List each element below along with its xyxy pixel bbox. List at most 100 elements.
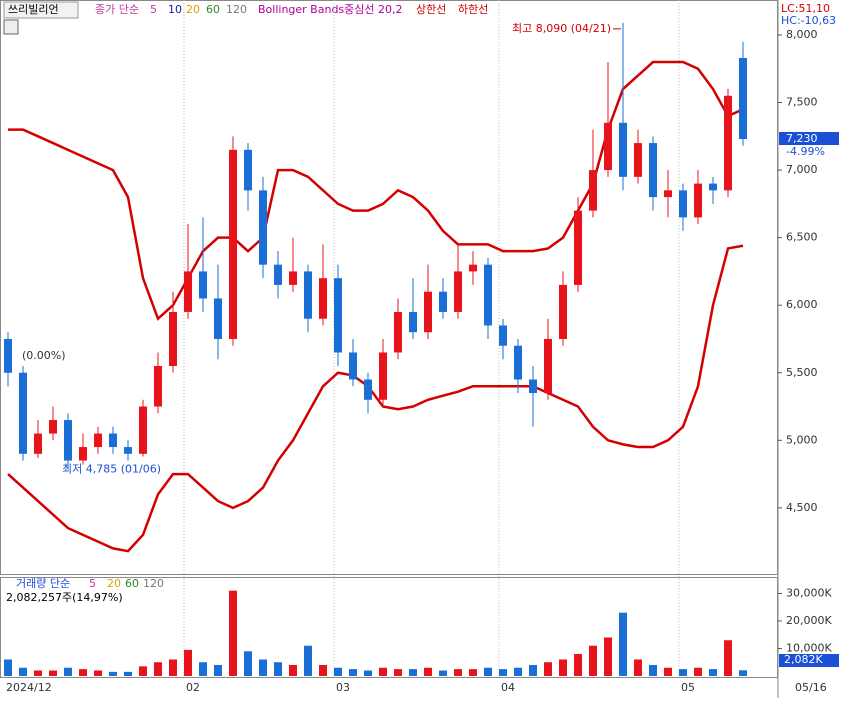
ma-period: 120 [226, 3, 247, 16]
candle-body [574, 210, 582, 285]
volume-bar [424, 667, 432, 676]
candle-body [724, 95, 732, 191]
volume-bar [664, 667, 672, 676]
volume-bar [124, 671, 132, 676]
candle-body [409, 311, 417, 333]
candle-body [214, 298, 222, 339]
volume-bar [634, 659, 642, 676]
volume-bar [274, 662, 282, 676]
bb-label: Bollinger Bands중심선 20,2 [258, 3, 403, 16]
candle-body [244, 149, 252, 191]
volume-bar [349, 669, 357, 676]
volume-bar [64, 667, 72, 676]
y-tick-label: 6,000 [786, 298, 818, 311]
volume-ma-period: 20 [107, 577, 121, 590]
volume-bar [334, 667, 342, 676]
volume-bar [439, 670, 447, 676]
candle-body [424, 291, 432, 333]
stock-name-box[interactable] [3, 1, 79, 19]
y-tick-label: 8,000 [786, 28, 818, 41]
candle-body [349, 352, 357, 380]
candle-body [319, 278, 327, 319]
grid-icon[interactable] [3, 19, 19, 35]
y-tick-label: 4,500 [786, 501, 818, 514]
volume-bar [214, 664, 222, 676]
hc-label: HC:-10,63 [781, 14, 836, 27]
ma-period: 5 [150, 3, 157, 16]
volume-bar [739, 670, 747, 676]
candle-body [739, 57, 747, 140]
candle-body [19, 372, 27, 454]
candle-body [199, 271, 207, 299]
volume-bar [544, 662, 552, 676]
x-tick-label: 04 [501, 681, 515, 694]
ma-period: 20 [186, 3, 200, 16]
volume-bar [469, 669, 477, 676]
y-tick-label: 30,000K [786, 586, 832, 599]
candle-body [334, 278, 342, 353]
volume-bar [679, 669, 687, 676]
bollinger-band [7, 244, 744, 553]
volume-bar [394, 669, 402, 676]
lower-label: 하한선 [458, 2, 488, 16]
ma-period: 60 [206, 3, 220, 16]
candle-body [169, 311, 177, 366]
volume-bar [619, 612, 627, 676]
candle-body [154, 365, 162, 407]
volume-bar [604, 637, 612, 676]
ma-label: 종가 단순 [95, 3, 139, 16]
candle-body [604, 122, 612, 171]
candle-body [184, 271, 192, 312]
candle-body [649, 143, 657, 198]
candle-body [559, 284, 567, 339]
volume-subtitle: 2,082,257주(14,97%) [6, 591, 123, 604]
volume-bar [19, 667, 27, 676]
volume-bar [514, 667, 522, 676]
volume-bar [34, 670, 42, 676]
volume-bar [409, 669, 417, 676]
volume-bar [79, 669, 87, 676]
y-tick-label: 20,000K [786, 614, 832, 627]
y-tick-label: 10,000K [786, 641, 832, 654]
candle-body [694, 183, 702, 218]
volume-bar [169, 659, 177, 676]
volume-bar [649, 664, 657, 676]
last-date-label: 05/16 [795, 681, 827, 694]
volume-bar [139, 666, 147, 676]
candle-body [64, 420, 72, 461]
volume-bar [49, 670, 57, 676]
last-price-box [779, 132, 839, 146]
volume-bar [184, 649, 192, 676]
volume-bar [154, 662, 162, 676]
volume-bar [259, 659, 267, 676]
candle-body [304, 271, 312, 319]
last-change-label: -4.99% [786, 145, 825, 158]
volume-bar [589, 645, 597, 676]
volume-bar [319, 664, 327, 676]
volume-bar [364, 670, 372, 676]
stock-name: 쓰리빌리언 [8, 3, 59, 16]
volume-ma-period: 60 [125, 577, 139, 590]
candle-body [499, 325, 507, 346]
volume-bar [454, 669, 462, 676]
low-annotation: 최저 4,785 (01/06) [62, 462, 161, 475]
candle-body [124, 447, 132, 454]
candle-body [259, 190, 267, 265]
candle-body [229, 149, 237, 339]
volume-bar [379, 667, 387, 676]
candle-body [514, 345, 522, 380]
ma-period: 10 [168, 3, 182, 16]
candle-body [709, 183, 717, 191]
volume-ma-period: 120 [143, 577, 164, 590]
x-tick-label: 05 [681, 681, 695, 694]
candle-body [664, 190, 672, 198]
volume-bar [559, 659, 567, 676]
volume-bar [289, 664, 297, 676]
candle-body [454, 271, 462, 312]
last-volume-box [779, 654, 839, 667]
candle-body [109, 433, 117, 448]
volume-bar [529, 664, 537, 676]
volume-bar [244, 651, 252, 676]
last-price-label: 7,230 [786, 132, 818, 145]
